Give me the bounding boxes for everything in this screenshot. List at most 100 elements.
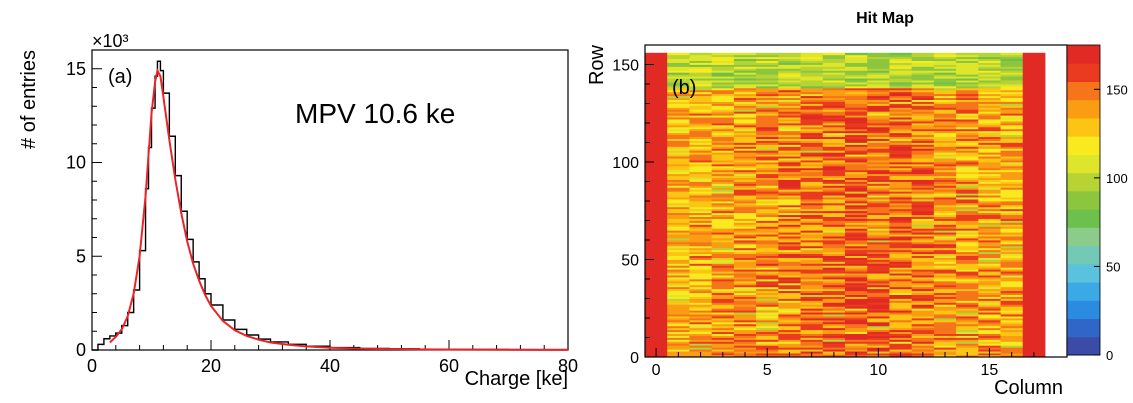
heatmap-cell xyxy=(978,115,1001,118)
heatmap-cell xyxy=(889,243,913,247)
heatmap-cell xyxy=(911,206,935,210)
heatmap-cell xyxy=(711,216,735,219)
heatmap-cell xyxy=(667,117,690,120)
heatmap-cell xyxy=(956,199,979,202)
heatmap-cell xyxy=(800,115,824,118)
heatmap-cell xyxy=(867,206,890,210)
heatmap-cell xyxy=(711,144,735,147)
heatmap-cell xyxy=(978,70,1001,73)
heatmap-cell xyxy=(845,123,868,126)
heatmap-cell xyxy=(711,134,735,138)
heatmap-cell xyxy=(1000,167,1024,171)
heatmap-cell xyxy=(1000,142,1024,145)
heatmap-cell xyxy=(1022,89,1046,93)
heatmap-cell xyxy=(978,167,1001,171)
heatmap-cell xyxy=(689,228,713,231)
heatmap-cell xyxy=(756,85,779,89)
heatmap-cell xyxy=(733,224,757,227)
heatmap-cell xyxy=(933,243,957,247)
heatmap-cell xyxy=(933,290,957,294)
heatmap-cell xyxy=(1022,163,1046,167)
heatmap-cell xyxy=(867,251,890,255)
heatmap-cell xyxy=(978,290,1001,294)
heatmap-cell xyxy=(845,130,868,134)
heatmap-cell xyxy=(667,128,690,132)
heatmap-cell xyxy=(667,263,690,266)
heatmap-cell xyxy=(889,327,913,331)
heatmap-cell xyxy=(711,132,735,136)
heatmap-cell xyxy=(667,95,690,99)
heatmap-cell xyxy=(978,136,1001,139)
heatmap-cell xyxy=(733,230,757,233)
heatmap-cell xyxy=(733,80,757,83)
heatmap-cell xyxy=(689,280,713,284)
heatmap-cell xyxy=(911,310,935,313)
heatmap-cell xyxy=(667,119,690,122)
heatmap-title: Hit Map xyxy=(856,10,914,27)
heatmap-cell xyxy=(889,173,913,177)
heatmap-cell xyxy=(689,177,713,180)
heatmap-cell xyxy=(711,195,735,198)
heatmap-cell xyxy=(822,68,846,71)
heatmap-cell xyxy=(800,78,824,81)
heatmap-cell xyxy=(933,325,957,329)
heatmap-cell xyxy=(733,265,757,268)
heatmap-cell xyxy=(733,310,757,313)
heatmap-cell xyxy=(1000,138,1024,141)
heatmap-cell xyxy=(933,253,957,256)
heatmap-cell xyxy=(822,347,846,350)
heatmap-cell xyxy=(978,321,1001,325)
heatmap-cell xyxy=(1022,175,1046,178)
heatmap-cell xyxy=(800,277,824,280)
heatmap-cell xyxy=(645,93,668,97)
heatmap-cell xyxy=(889,265,913,268)
heatmap-cell xyxy=(822,280,846,284)
heatmap-cell xyxy=(733,296,757,299)
heatmap-cell xyxy=(667,82,690,85)
heatmap-cell xyxy=(756,76,779,79)
heatmap-cell xyxy=(667,321,690,325)
heatmap-cell xyxy=(756,308,779,311)
heatmap-cell xyxy=(978,185,1001,188)
heatmap-cell xyxy=(911,296,935,299)
heatmap-cell xyxy=(889,101,913,104)
heatmap-cell xyxy=(733,121,757,124)
heatmap-cell xyxy=(1000,345,1024,348)
heatmap-cell xyxy=(689,321,713,325)
heatmap-cell xyxy=(711,197,735,200)
heatmap-cell xyxy=(845,247,868,251)
heatmap-cell xyxy=(933,60,957,63)
heatmap-cell xyxy=(800,312,824,315)
heatmap-cell xyxy=(822,333,846,336)
heatmap-cell xyxy=(667,154,690,157)
heatmap-cell xyxy=(1000,193,1024,196)
heatmap-cell xyxy=(689,113,713,116)
heatmap-cell xyxy=(756,62,779,65)
heatmap-cell xyxy=(756,232,779,235)
heatmap-cell xyxy=(733,163,757,167)
heatmap-cell xyxy=(733,175,757,178)
heatmap-cell xyxy=(689,247,713,251)
heatmap-cell xyxy=(800,249,824,253)
heatmap-cell xyxy=(956,58,979,61)
heatmap-cell xyxy=(889,95,913,99)
heatmap-cell xyxy=(889,261,913,264)
heatmap-cell xyxy=(822,158,846,161)
heatmap-cell xyxy=(845,128,868,132)
heatmap-cell xyxy=(867,240,890,243)
heatmap-cell xyxy=(756,111,779,114)
heatmap-cell xyxy=(645,251,668,255)
heatmap-cell xyxy=(711,72,735,75)
heatmap-cell xyxy=(756,271,779,274)
heatmap-cell xyxy=(689,263,713,266)
heatmap-cell xyxy=(889,136,913,139)
heatmap-cell xyxy=(933,234,957,237)
heatmap-cell xyxy=(1000,206,1024,210)
heatmap-cell xyxy=(911,282,935,286)
heatmap-cell xyxy=(711,226,735,229)
heatmap-cell xyxy=(889,177,913,180)
heatmap-cell xyxy=(733,89,757,93)
heatmap-cell xyxy=(956,91,979,95)
x-tick-label-a: 80 xyxy=(558,356,578,376)
